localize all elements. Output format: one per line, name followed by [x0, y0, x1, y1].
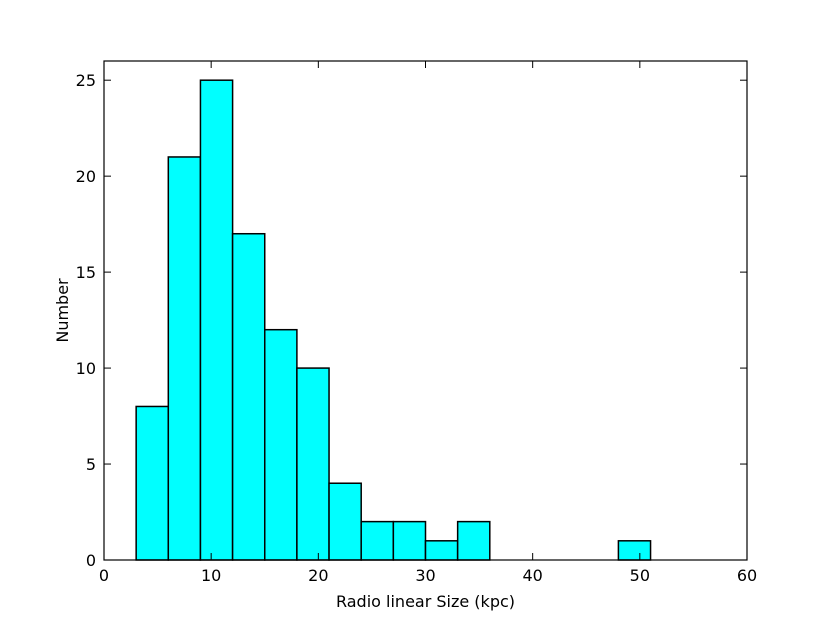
histogram-bar [456, 520, 491, 561]
histogram-bar [328, 482, 362, 561]
x-tick-label: 20 [308, 566, 328, 585]
y-tick-label: 15 [76, 263, 96, 282]
y-tick-label: 5 [86, 455, 96, 474]
y-tick-label: 10 [76, 359, 96, 378]
histogram-bar [264, 328, 298, 561]
y-axis-ticks: 0 5 10 15 20 25 [76, 71, 747, 570]
y-axis-label: Number [53, 278, 72, 343]
x-axis-ticks: 0 10 20 30 40 50 60 [99, 61, 757, 585]
x-tick-label: 60 [737, 566, 757, 585]
x-axis-label: Radio linear Size (kpc) [336, 592, 515, 611]
y-tick-label: 20 [76, 167, 96, 186]
x-tick-label: 10 [201, 566, 221, 585]
y-tick-label: 0 [86, 551, 96, 570]
histogram-bar [360, 520, 395, 561]
histogram-bar [617, 540, 652, 561]
x-tick-label: 0 [99, 566, 109, 585]
histogram-bar [135, 405, 170, 561]
histogram-bar [167, 156, 202, 561]
bars-group [135, 79, 652, 561]
histogram-bar [296, 367, 330, 561]
histogram-bar [392, 520, 427, 561]
x-tick-label: 50 [630, 566, 650, 585]
histogram-bar [199, 79, 234, 561]
histogram-bar [231, 232, 266, 561]
y-tick-label: 25 [76, 71, 96, 90]
x-tick-label: 40 [522, 566, 542, 585]
histogram-bar [424, 540, 459, 561]
x-tick-label: 30 [415, 566, 435, 585]
